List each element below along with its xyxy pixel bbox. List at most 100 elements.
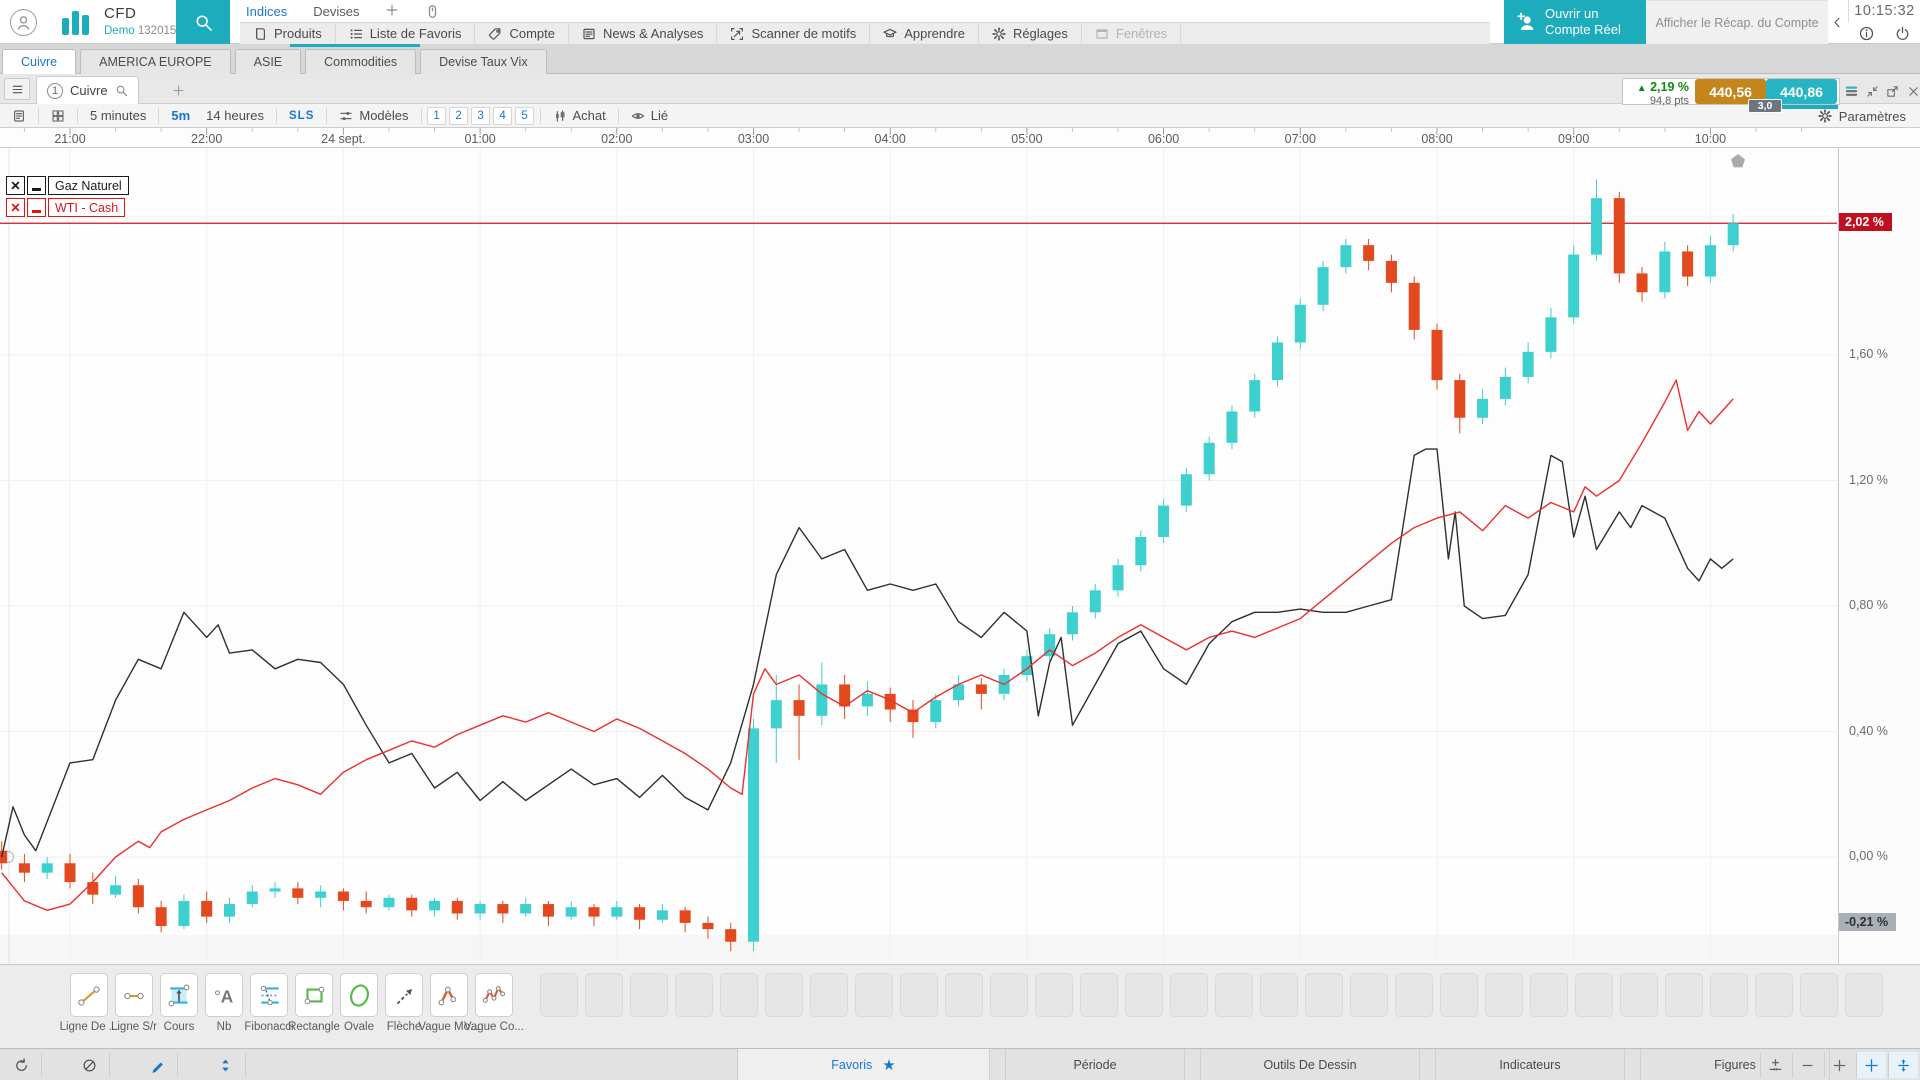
- legend-minimize-button[interactable]: [27, 176, 46, 195]
- tool-ligne-de-[interactable]: [70, 973, 108, 1017]
- fit-vertical-icon[interactable]: [1888, 1052, 1918, 1078]
- tool-nb[interactable]: A: [205, 973, 243, 1017]
- chevron-left-icon[interactable]: [1828, 12, 1846, 32]
- timeframe-short-button[interactable]: 5m: [171, 108, 191, 123]
- sls-button[interactable]: SLS: [289, 109, 315, 122]
- star-icon[interactable]: ★: [882, 1056, 896, 1074]
- workspace-tab-devises[interactable]: Devises: [313, 3, 360, 19]
- mouse-settings-icon[interactable]: [425, 4, 440, 19]
- crosshair-icon[interactable]: [1856, 1052, 1886, 1078]
- disable-drawing-icon[interactable]: [70, 1053, 110, 1077]
- bottom-tab-p-riode[interactable]: Période: [1005, 1049, 1185, 1080]
- tool-ovale[interactable]: [340, 973, 378, 1017]
- zoom-in-icon[interactable]: [1824, 1052, 1854, 1078]
- tool-vague-mo-[interactable]: [430, 973, 468, 1017]
- depth-levels-icon[interactable]: [1844, 82, 1858, 100]
- power-icon[interactable]: [1895, 26, 1910, 41]
- menu-item-r-glages[interactable]: Réglages: [979, 23, 1082, 44]
- sell-price-button[interactable]: 440,56: [1695, 79, 1766, 104]
- empty-tool-slot: [1575, 973, 1613, 1017]
- user-avatar-icon[interactable]: [10, 9, 37, 36]
- tool-ligne-s-r[interactable]: [115, 973, 153, 1017]
- menu-item-news-analyses[interactable]: News & Analyses: [569, 23, 718, 44]
- drawing-tools-panel: Ligne De ... Ligne S/r Cours A Nb Fibonacci Re…: [0, 964, 1920, 1048]
- info-icon[interactable]: [1859, 26, 1874, 41]
- page-tab-asie[interactable]: ASIE: [234, 49, 302, 74]
- notes-button[interactable]: [4, 105, 34, 127]
- line-series-wti-cash: [1, 379, 1734, 911]
- account-summary-toggle[interactable]: Afficher le Récap. du Compte: [1646, 0, 1828, 44]
- price-range-icon: [167, 983, 189, 1007]
- menu-item-apprendre[interactable]: Apprendre: [870, 23, 979, 44]
- page-tab-devise-taux-vix[interactable]: Devise Taux Vix: [420, 49, 547, 74]
- buy-order-button[interactable]: Achat: [545, 105, 614, 127]
- candle-up: [1522, 351, 1534, 377]
- pencil-icon[interactable]: [138, 1053, 178, 1077]
- zoom-out-icon[interactable]: [1792, 1052, 1822, 1078]
- wave-correction-icon: [482, 985, 505, 1003]
- bottom-tab-figures[interactable]: Figures: [1640, 1049, 1830, 1080]
- legend-label[interactable]: WTI - Cash: [48, 198, 126, 217]
- page-tab-cuivre[interactable]: Cuivre: [2, 49, 77, 74]
- session-low-badge: -0,21 %: [1839, 912, 1897, 931]
- close-window-icon[interactable]: [1907, 82, 1920, 100]
- add-workspace-button[interactable]: [385, 3, 399, 20]
- fit-horizontal-icon[interactable]: [1760, 1052, 1790, 1078]
- tool-label: Vague Co...: [464, 1021, 524, 1033]
- chart-settings-button[interactable]: Paramètres: [1818, 105, 1906, 127]
- menu-item-produits[interactable]: Produits: [240, 23, 336, 44]
- add-document-tab-button[interactable]: [168, 80, 188, 100]
- template-4-button[interactable]: 4: [493, 106, 513, 125]
- template-5-button[interactable]: 5: [515, 106, 535, 125]
- chart-plot-area[interactable]: ✕ Gaz Naturel ✕ WTI - Cash 1,60 % 1,20 % 0…: [0, 148, 1920, 964]
- legend-label[interactable]: Gaz Naturel: [48, 176, 129, 195]
- menu-item-compte[interactable]: Compte: [475, 23, 569, 44]
- linked-button[interactable]: Lié: [623, 105, 676, 127]
- search-icon[interactable]: [115, 84, 128, 97]
- time-axis-label: 10:00: [1694, 132, 1727, 146]
- candle-up: [1158, 505, 1170, 537]
- collapse-window-icon[interactable]: [1866, 82, 1879, 100]
- legend-close-button[interactable]: ✕: [6, 198, 25, 217]
- tool-fibonacci[interactable]: [250, 973, 288, 1017]
- wave-motif-icon: [437, 986, 456, 1005]
- empty-tool-slot: [1755, 973, 1793, 1017]
- candle-up: [1477, 398, 1489, 418]
- menu-item-liste-de-favoris[interactable]: Liste de Favoris: [336, 23, 476, 44]
- bottom-tab-outils-de-dessin[interactable]: Outils De Dessin: [1200, 1049, 1420, 1080]
- main-menu: Produits Liste de Favoris Compte News & Ana…: [240, 22, 1490, 44]
- undo-rotate-icon[interactable]: [2, 1053, 42, 1077]
- templates-button[interactable]: Modèles: [331, 105, 416, 127]
- legend-close-button[interactable]: ✕: [6, 176, 25, 195]
- template-2-button[interactable]: 2: [449, 106, 469, 125]
- price-chart[interactable]: [0, 148, 1920, 964]
- menu-item-scanner-de-motifs[interactable]: Scanner de motifs: [717, 23, 871, 44]
- bottom-tab-indicateurs[interactable]: Indicateurs: [1435, 1049, 1625, 1080]
- open-real-account-button[interactable]: Ouvrir un Compte Réel: [1504, 0, 1646, 44]
- candle-up: [110, 885, 122, 895]
- document-tab-cuivre[interactable]: 1 Cuivre: [36, 76, 139, 104]
- bottom-tab-label: Outils De Dessin: [1263, 1057, 1357, 1072]
- tool-vague-co-[interactable]: [475, 973, 513, 1017]
- popout-window-icon[interactable]: [1886, 82, 1899, 100]
- bottom-tab-favoris[interactable]: Favoris ★: [737, 1049, 990, 1080]
- menu-item-fen-tres[interactable]: Fenêtres: [1082, 23, 1182, 44]
- percent-axis[interactable]: 1,60 % 1,20 % 0,80 % 0,40 % 0,00 % 2,02 % -0,2…: [1838, 148, 1920, 964]
- timeframe-button[interactable]: 5 minutes: [90, 108, 147, 123]
- tool-cours[interactable]: [160, 973, 198, 1017]
- time-axis[interactable]: 21:00 22:00 24 sept. 01:00 02:00 03:00 04:00 05…: [0, 128, 1920, 148]
- candle-up: [269, 888, 281, 892]
- tool-rectangle[interactable]: [295, 973, 333, 1017]
- page-tab-america-europe[interactable]: AMERICA EUROPE: [80, 49, 231, 74]
- legend-minimize-button[interactable]: [27, 198, 46, 217]
- search-button[interactable]: [176, 0, 230, 44]
- sort-icon[interactable]: [206, 1053, 246, 1077]
- tool-fl-che[interactable]: [385, 973, 423, 1017]
- workspace-tab-indices[interactable]: Indices: [246, 3, 288, 19]
- template-3-button[interactable]: 3: [471, 106, 491, 125]
- window-menu-button[interactable]: [4, 78, 30, 100]
- duration-button[interactable]: 14 heures: [206, 108, 264, 123]
- template-1-button[interactable]: 1: [427, 106, 447, 125]
- layout-grid-button[interactable]: [43, 105, 73, 127]
- page-tab-commodities[interactable]: Commodities: [305, 49, 417, 74]
